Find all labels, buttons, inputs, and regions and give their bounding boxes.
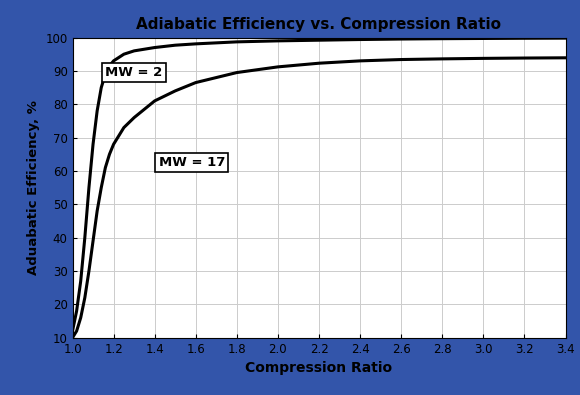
X-axis label: Compression Ratio: Compression Ratio — [245, 361, 393, 375]
Text: MW = 2: MW = 2 — [106, 66, 162, 79]
Title: Adiabatic Efficiency vs. Compression Ratio: Adiabatic Efficiency vs. Compression Rat… — [136, 17, 502, 32]
Text: MW = 17: MW = 17 — [159, 156, 225, 169]
Y-axis label: Aduabatic Efficiency, %: Aduabatic Efficiency, % — [27, 100, 40, 275]
